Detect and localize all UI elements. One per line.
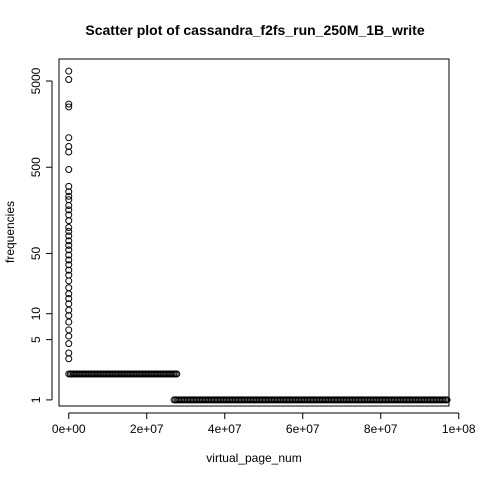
scatter-point [65,206,73,214]
x-tick-label: 1e+08 [442,422,476,436]
scatter-point [443,396,451,404]
y-tick-label: 500 [29,157,43,177]
scatter-point [65,277,73,285]
scatter-point [65,100,73,108]
scatter-point [65,349,73,357]
scatter-point [65,76,73,84]
x-tick-label: 0e+00 [52,422,86,436]
scatter-point [65,227,73,235]
scatter-point [65,201,73,209]
scatter-point [65,326,73,334]
x-axis: 0e+00 2e+07 4e+07 6e+07 8e+07 1e+08 [52,412,476,436]
data-points [65,67,451,404]
x-tick-label: 2e+07 [130,422,164,436]
x-tick-label: 6e+07 [286,422,320,436]
y-tick-label: 50 [29,246,43,260]
scatter-point [65,223,73,231]
scatter-point [65,237,73,245]
chart-title: Scatter plot of cassandra_f2fs_run_250M_… [85,22,424,38]
y-tick-label: 5000 [29,67,43,94]
scatter-point [173,370,181,378]
scatter-point [65,217,73,225]
scatter-point [65,192,73,200]
scatter-point [65,295,73,303]
scatter-point [65,148,73,156]
scatter-point [65,261,73,269]
plot-frame [58,58,450,407]
y-axis-label: frequencies [3,201,17,263]
scatter-point [65,241,73,249]
scatter-point [65,284,73,292]
scatter-point [65,67,73,75]
scatter-point [65,306,73,314]
scatter-point [65,256,73,264]
x-tick-label: 4e+07 [208,422,242,436]
y-tick-label: 10 [29,307,43,321]
scatter-point [65,340,73,348]
x-axis-label: virtual_page_num [206,451,301,465]
scatter-point [65,318,73,326]
scatter-point [65,182,73,190]
scatter-point [65,134,73,142]
y-tick-label: 1 [29,396,43,403]
scatter-point [65,251,73,259]
scatter-point [65,290,73,298]
scatter-point [65,332,73,340]
scatter-point [65,232,73,240]
scatter-point [65,103,73,111]
y-axis: 1 5 10 50 500 5000 [29,67,53,403]
scatter-point [65,246,73,254]
scatter-point [65,166,73,174]
scatter-point [65,355,73,363]
scatter-point [65,266,73,274]
y-tick-label: 5 [29,336,43,343]
x-tick-label: 8e+07 [364,422,398,436]
scatter-point [65,188,73,196]
